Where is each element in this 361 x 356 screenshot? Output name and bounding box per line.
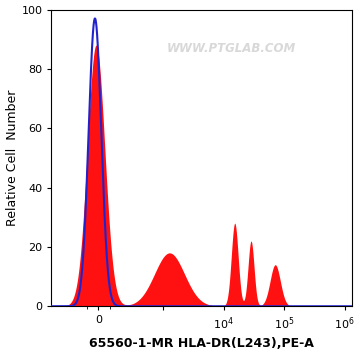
Text: WWW.PTGLAB.COM: WWW.PTGLAB.COM: [167, 42, 296, 54]
Y-axis label: Relative Cell  Number: Relative Cell Number: [5, 90, 18, 226]
X-axis label: 65560-1-MR HLA-DR(L243),PE-A: 65560-1-MR HLA-DR(L243),PE-A: [89, 337, 314, 350]
